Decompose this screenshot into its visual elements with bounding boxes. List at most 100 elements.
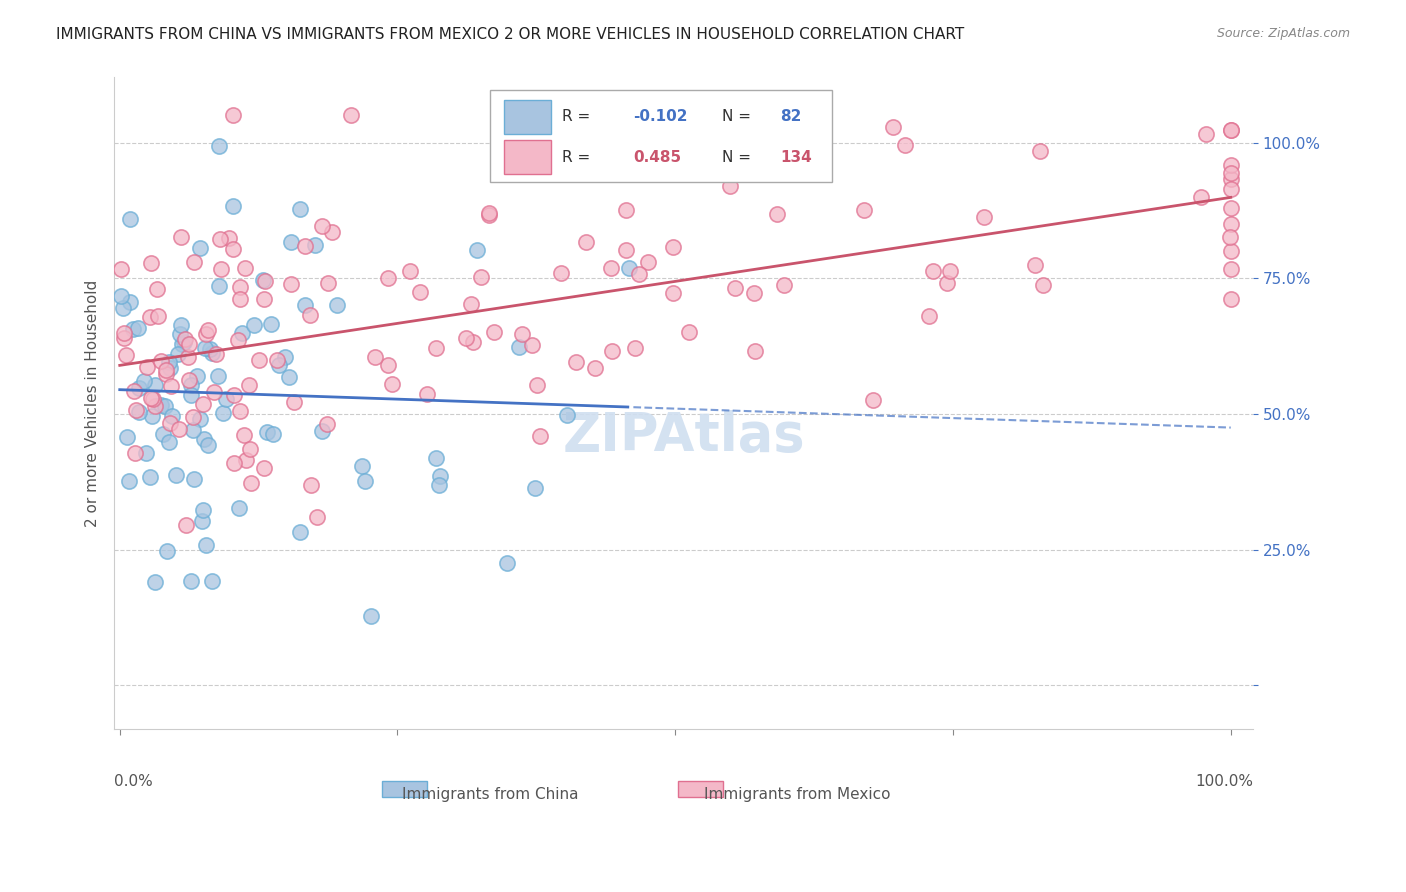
Point: [283, 394, 305, 409]
Point: [744, 344, 766, 359]
Point: [188, 241, 211, 255]
Point: [280, 277, 302, 291]
Point: [155, 363, 177, 377]
Point: [174, 332, 197, 346]
Point: [218, 231, 240, 245]
Point: [360, 608, 382, 623]
Point: [399, 264, 422, 278]
Point: [127, 321, 149, 335]
Point: [195, 537, 218, 551]
Point: [114, 348, 136, 362]
Point: [678, 325, 700, 339]
Point: [208, 232, 231, 246]
Point: [180, 388, 202, 402]
Point: [377, 270, 399, 285]
Point: [973, 211, 995, 225]
Point: [240, 476, 263, 491]
Point: [233, 427, 256, 442]
Point: [1219, 166, 1241, 180]
Point: [180, 377, 202, 392]
Point: [882, 120, 904, 135]
Point: [221, 242, 243, 256]
Point: [614, 202, 637, 217]
Point: [124, 402, 146, 417]
Text: Immigrants from China: Immigrants from China: [402, 788, 578, 803]
Point: [456, 331, 478, 345]
Point: [179, 373, 201, 387]
Point: [416, 387, 439, 401]
Point: [180, 574, 202, 588]
Point: [115, 430, 138, 444]
Point: [918, 309, 941, 323]
Point: [294, 298, 316, 312]
Point: [862, 392, 884, 407]
Point: [429, 477, 451, 491]
Point: [583, 361, 606, 376]
Point: [311, 219, 333, 234]
FancyBboxPatch shape: [678, 780, 724, 797]
Point: [354, 475, 377, 489]
Point: [1219, 181, 1241, 195]
Point: [165, 467, 187, 482]
Point: [139, 391, 162, 405]
Point: [853, 203, 876, 218]
Point: [247, 353, 270, 368]
Point: [304, 238, 326, 252]
Point: [208, 278, 231, 293]
Point: [724, 281, 747, 295]
Point: [776, 108, 799, 122]
Point: [194, 341, 217, 355]
Point: [118, 294, 141, 309]
Point: [495, 556, 517, 570]
Point: [600, 343, 623, 358]
Point: [183, 472, 205, 486]
Point: [321, 225, 343, 239]
Text: IMMIGRANTS FROM CHINA VS IMMIGRANTS FROM MEXICO 2 OR MORE VEHICLES IN HOUSEHOLD : IMMIGRANTS FROM CHINA VS IMMIGRANTS FROM…: [56, 27, 965, 42]
Text: 0.0%: 0.0%: [114, 774, 153, 789]
Point: [662, 286, 685, 301]
Point: [1219, 158, 1241, 172]
Point: [226, 333, 249, 347]
Point: [128, 381, 150, 395]
Point: [1032, 278, 1054, 293]
Point: [159, 416, 181, 430]
Point: [229, 279, 252, 293]
Point: [167, 422, 190, 436]
Point: [523, 481, 546, 495]
Point: [239, 442, 262, 456]
Point: [288, 202, 311, 217]
Point: [160, 379, 183, 393]
Point: [267, 358, 290, 372]
Point: [179, 337, 201, 351]
Point: [526, 377, 548, 392]
Point: [146, 309, 169, 323]
Point: [193, 433, 215, 447]
Point: [894, 138, 917, 153]
Point: [110, 289, 132, 303]
Point: [254, 274, 277, 288]
Point: [190, 515, 212, 529]
Point: [142, 392, 165, 406]
Point: [209, 261, 232, 276]
Point: [316, 277, 339, 291]
Point: [150, 398, 173, 412]
Point: [169, 326, 191, 341]
Point: [262, 427, 284, 442]
Point: [231, 326, 253, 340]
Point: [298, 308, 321, 322]
Point: [156, 543, 179, 558]
Point: [425, 450, 447, 465]
Point: [294, 239, 316, 253]
Point: [204, 347, 226, 361]
Point: [260, 318, 283, 332]
Point: [565, 355, 588, 369]
Point: [1219, 293, 1241, 307]
Point: [120, 212, 142, 227]
Point: [183, 255, 205, 269]
Point: [228, 501, 250, 516]
Point: [122, 384, 145, 398]
Point: [243, 318, 266, 332]
Point: [198, 342, 221, 356]
Point: [1219, 230, 1241, 244]
Point: [135, 446, 157, 460]
